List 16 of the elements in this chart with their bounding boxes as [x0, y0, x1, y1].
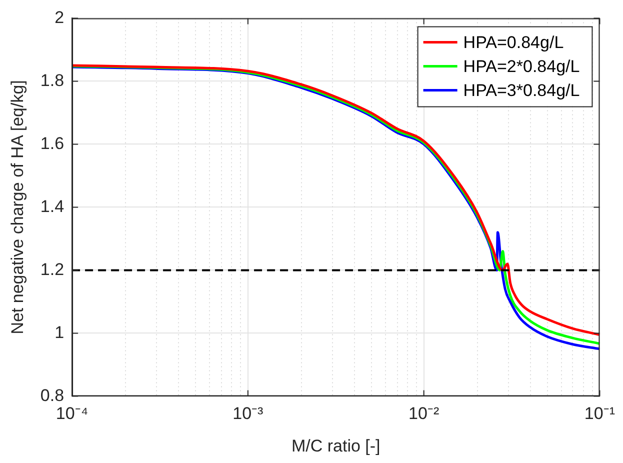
y-tick-label: 1.8: [40, 70, 64, 90]
y-axis-title: Net negative charge of HA [eq/kg]: [8, 80, 27, 334]
x-axis-title: M/C ratio [-]: [291, 436, 380, 456]
x-tick-label: 10⁻¹: [584, 404, 616, 424]
y-tick-label: 1.2: [40, 260, 64, 279]
y-tick-label: 1: [54, 322, 64, 342]
y-tick-label: 1.4: [40, 196, 64, 216]
legend-label: HPA=2*0.84g/L: [463, 56, 580, 76]
y-tick-label: 2: [54, 8, 64, 27]
legend-label: HPA=3*0.84g/L: [463, 80, 580, 100]
y-tick-label: 1.6: [40, 134, 64, 153]
legend-label: HPA=0.84g/L: [463, 32, 564, 52]
x-tick-label: 10⁻³: [232, 404, 264, 424]
y-tick-label: 0.8: [40, 386, 64, 405]
x-tick-label: 10⁻²: [408, 404, 440, 424]
x-tick-label: 10⁻⁴: [56, 404, 88, 424]
